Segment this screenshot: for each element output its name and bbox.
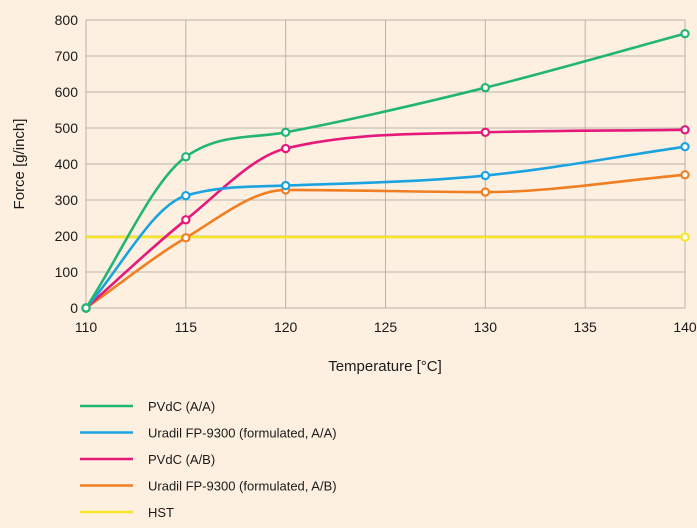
data-point	[680, 142, 690, 152]
y-tick-label: 0	[70, 300, 78, 316]
x-axis-title: Temperature [°C]	[328, 358, 442, 375]
data-point	[181, 215, 191, 225]
data-point	[680, 28, 690, 39]
series-line	[85, 173, 686, 310]
legend: PVdC (A/A) Uradil FP-9300 (formulated, A/…	[80, 399, 337, 520]
y-axis-title: Force [g/inch]	[11, 119, 28, 210]
data-point	[480, 127, 491, 138]
x-tick-label: 115	[175, 319, 198, 335]
data-point	[680, 170, 690, 180]
series-markers	[81, 28, 690, 313]
x-tick-label: 125	[374, 319, 398, 335]
data-point	[480, 82, 491, 93]
data-point	[280, 180, 291, 191]
series-line	[85, 128, 686, 309]
data-point	[181, 190, 191, 201]
data-point	[480, 187, 491, 197]
data-point	[480, 170, 491, 181]
legend-label: PVdC (A/A)	[148, 399, 215, 414]
data-point	[680, 232, 690, 242]
data-point	[680, 125, 690, 135]
series-line	[84, 32, 686, 309]
data-point	[280, 127, 291, 138]
data-point	[81, 303, 91, 313]
y-axis-ticks: 0 100 200 300 400 500 600 700 800	[55, 12, 79, 316]
x-tick-label: 140	[673, 319, 697, 335]
y-tick-label: 800	[55, 12, 79, 28]
y-tick-label: 200	[55, 228, 79, 244]
x-tick-label: 110	[75, 319, 98, 335]
x-tick-label: 120	[274, 319, 298, 335]
y-tick-label: 100	[55, 264, 79, 280]
legend-label: HST	[148, 505, 174, 520]
data-point	[181, 233, 191, 243]
data-point	[280, 143, 291, 154]
x-tick-label: 135	[573, 319, 597, 335]
y-tick-label: 400	[55, 156, 79, 172]
legend-label: PVdC (A/B)	[148, 452, 215, 467]
y-tick-label: 300	[55, 192, 79, 208]
legend-label: Uradil FP-9300 (formulated, A/B)	[148, 479, 337, 494]
y-tick-label: 700	[55, 48, 79, 64]
x-axis-ticks: 110 115 120 125 130 135 140	[75, 319, 697, 335]
data-point	[181, 152, 191, 162]
y-tick-label: 500	[55, 120, 79, 136]
series-line	[85, 145, 686, 309]
y-tick-label: 600	[55, 84, 79, 100]
legend-label: Uradil FP-9300 (formulated, A/A)	[148, 426, 337, 441]
x-tick-label: 130	[474, 319, 498, 335]
